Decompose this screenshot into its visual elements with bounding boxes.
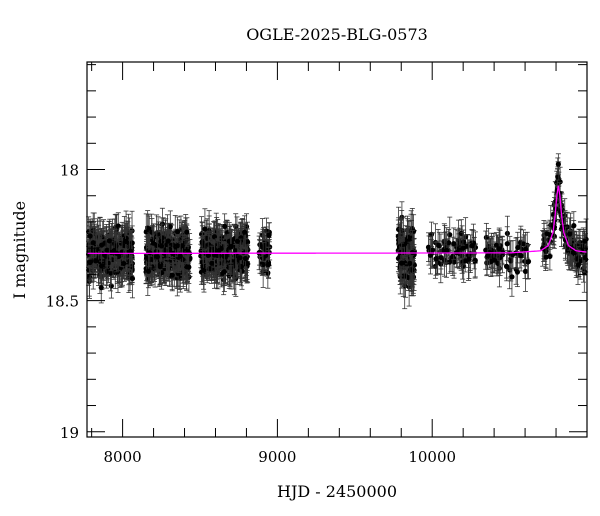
point-marker [243,256,248,261]
point-marker [266,262,271,267]
point-marker [93,258,98,263]
point-marker [144,229,149,234]
point-marker [185,264,190,269]
point-marker [222,269,227,274]
point-marker [175,275,180,280]
point-marker [130,276,135,281]
point-marker [116,223,121,228]
y-axis-label: I magnitude [10,201,29,299]
point-marker [99,285,104,290]
point-marker [158,239,163,244]
point-marker [222,224,227,229]
point-marker [238,264,243,269]
data-points [86,154,589,309]
point-marker [242,230,247,235]
point-marker [147,250,152,255]
point-marker [146,269,151,274]
point-marker [107,238,112,243]
point-marker [257,250,262,255]
point-marker [237,255,242,260]
point-marker [184,229,189,234]
point-marker [155,254,160,259]
point-marker [175,229,180,234]
point-marker [175,243,180,248]
point-marker [209,261,214,266]
point-marker [216,248,221,253]
point-marker [202,226,207,231]
point-marker [103,254,108,259]
point-marker [166,238,171,243]
point-marker [105,269,110,274]
point-marker [178,254,183,259]
point-marker [158,264,163,269]
point-marker [170,273,175,278]
point-marker [88,233,93,238]
point-marker [130,240,135,245]
point-marker [229,244,234,249]
point-marker [123,239,128,244]
point-marker [235,239,240,244]
point-marker [99,263,104,268]
point-marker [159,243,164,248]
chart-title: OGLE-2025-BLG-0573 [246,25,428,44]
point-marker [91,240,96,245]
x-axis-label: HJD - 2450000 [277,482,397,501]
point-marker [87,260,92,265]
point-marker [201,268,206,273]
point-marker [121,261,126,266]
point-marker [260,262,265,267]
point-marker [266,233,271,238]
point-marker [99,242,104,247]
point-marker [154,243,159,248]
